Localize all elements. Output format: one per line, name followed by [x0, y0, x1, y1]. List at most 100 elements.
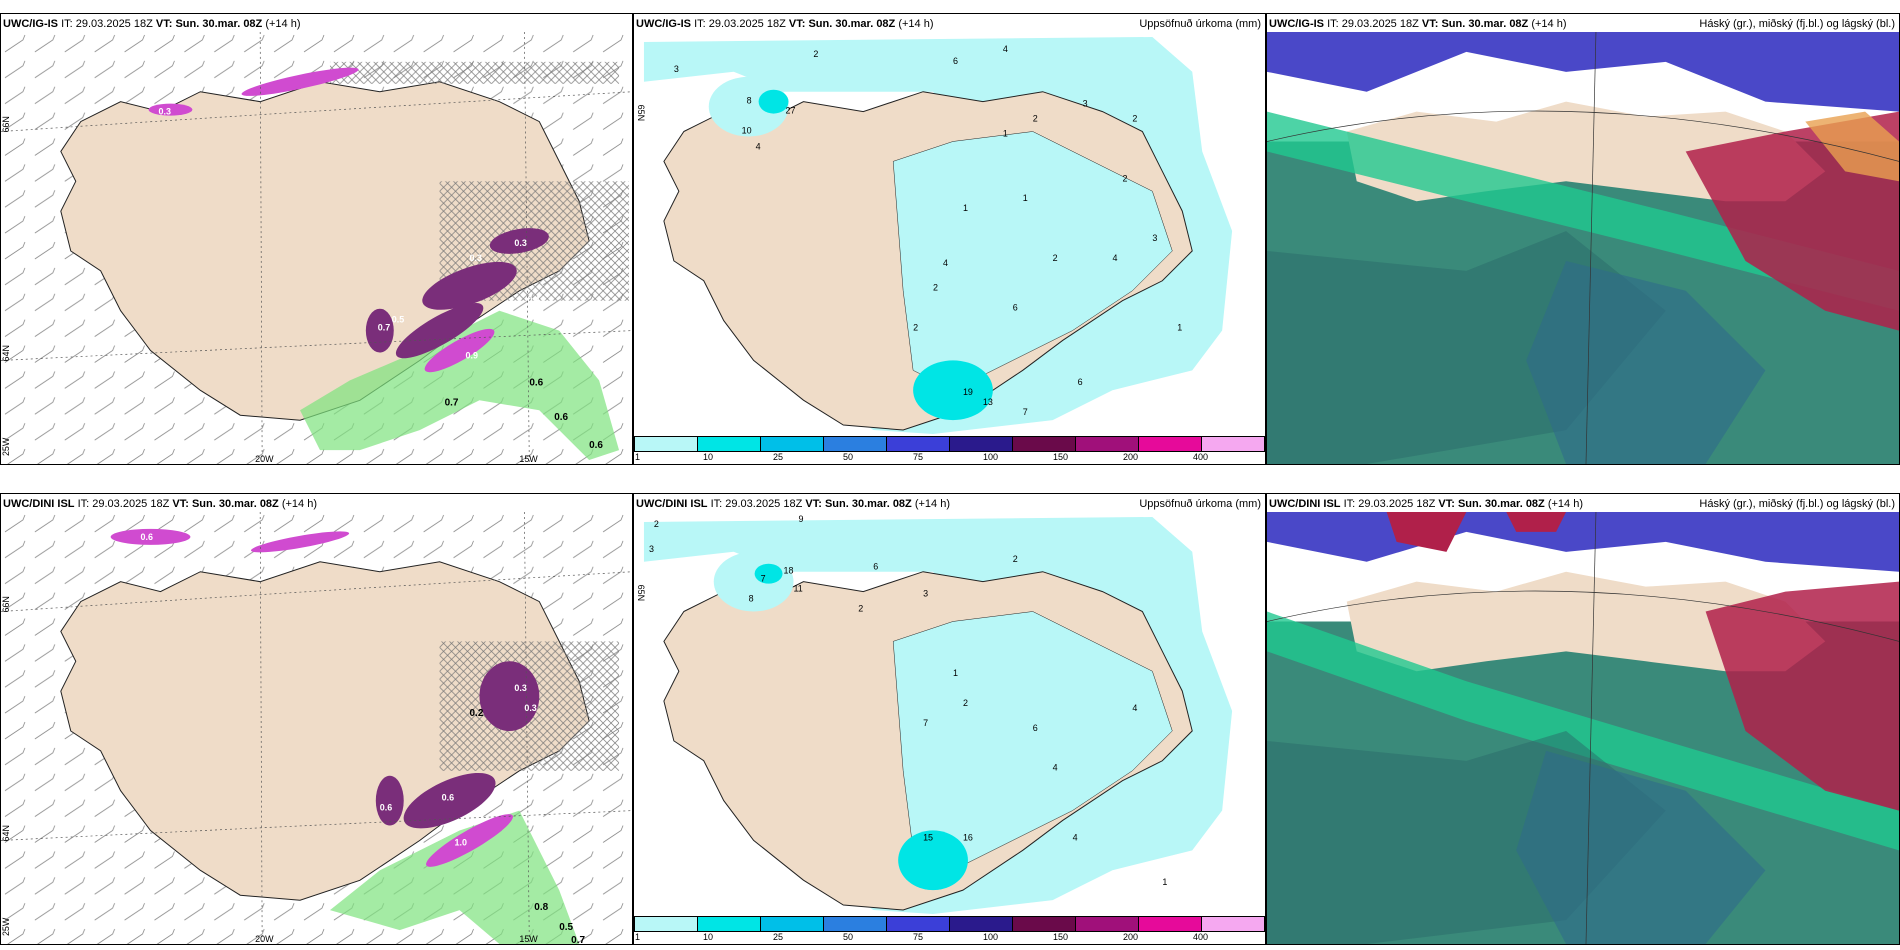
- svg-text:6: 6: [953, 56, 958, 66]
- svg-text:13: 13: [983, 397, 993, 407]
- precip-map[interactable]: 2 3 9 8 7 18 11 6 2 3 2 1 4 2 7 6 4 15 1…: [634, 512, 1265, 914]
- svg-text:4: 4: [1053, 763, 1058, 773]
- svg-text:2: 2: [913, 323, 918, 333]
- panel-wind-top: UWC/IG-IS IT: 29.03.2025 18Z VT: Sun. 30…: [0, 13, 633, 465]
- svg-text:1: 1: [953, 668, 958, 678]
- panel-header: UWC/DINI ISL IT: 29.03.2025 18Z VT: Sun.…: [1269, 498, 1895, 510]
- svg-text:0.3: 0.3: [524, 703, 536, 713]
- colorbar-swatch: [635, 437, 698, 451]
- svg-text:0.7: 0.7: [571, 935, 585, 944]
- cloud-map[interactable]: [1267, 32, 1899, 464]
- colorbar-swatch: [635, 917, 698, 931]
- svg-text:4: 4: [756, 141, 761, 151]
- panel-precip-top: UWC/IG-IS IT: 29.03.2025 18Z VT: Sun. 30…: [633, 13, 1266, 465]
- svg-text:2: 2: [1033, 114, 1038, 124]
- svg-text:64N: 64N: [1, 345, 11, 361]
- svg-text:11: 11: [793, 584, 802, 594]
- svg-text:20W: 20W: [255, 934, 274, 944]
- svg-text:9: 9: [798, 514, 803, 524]
- precip-labels: 3 2 6 4 8 27 10 4 1 2 3 2 2 1 1 2 4 2 3 …: [674, 44, 1182, 417]
- svg-text:0.3: 0.3: [514, 238, 526, 248]
- svg-text:25W: 25W: [1, 437, 11, 456]
- svg-text:0.6: 0.6: [554, 412, 568, 423]
- svg-text:6: 6: [873, 562, 878, 572]
- svg-text:0.6: 0.6: [589, 440, 603, 451]
- svg-text:6: 6: [1078, 377, 1083, 387]
- svg-text:0.6: 0.6: [380, 803, 392, 813]
- precip-map[interactable]: 3 2 6 4 8 27 10 4 1 2 3 2 2 1 1 2 4 2 3 …: [634, 32, 1265, 434]
- svg-text:0.5: 0.5: [392, 315, 404, 325]
- svg-text:0.3: 0.3: [159, 107, 171, 117]
- cloud-map[interactable]: [1267, 512, 1899, 944]
- svg-text:2: 2: [813, 49, 818, 59]
- panel-header: UWC/DINI ISL IT: 29.03.2025 18Z VT: Sun.…: [3, 498, 318, 510]
- panel-cloud-bottom: UWC/DINI ISL IT: 29.03.2025 18Z VT: Sun.…: [1266, 493, 1900, 945]
- colorbar-swatch: [1139, 437, 1202, 451]
- svg-text:15W: 15W: [519, 454, 538, 464]
- svg-text:3: 3: [1083, 99, 1088, 109]
- svg-text:7: 7: [1023, 407, 1028, 417]
- wind-labels: 0.6 0.3 0.2 0.3 0.6 0.6 1.0 0.8 0.5 0.7: [141, 532, 586, 944]
- svg-text:16: 16: [963, 832, 973, 842]
- svg-text:2: 2: [933, 283, 938, 293]
- wind-labels: 0.3 0.3 0.3 0.5 0.4 0.7 0.9 0.3 0.6 0.7 …: [159, 107, 604, 451]
- wind-map[interactable]: 0.6 0.3 0.2 0.3 0.6 0.6 1.0 0.8 0.5 0.7 …: [1, 512, 632, 944]
- svg-text:15: 15: [923, 832, 933, 842]
- svg-text:2: 2: [1053, 253, 1058, 263]
- colorbar-swatch: [1013, 917, 1076, 931]
- colorbar-swatch: [761, 437, 824, 451]
- svg-text:8: 8: [749, 594, 754, 604]
- colorbar-swatch: [698, 917, 761, 931]
- svg-text:0.4: 0.4: [527, 295, 539, 305]
- svg-text:3: 3: [923, 589, 928, 599]
- svg-text:0.8: 0.8: [534, 902, 548, 913]
- colorbar-swatch: [887, 437, 950, 451]
- svg-text:0.2: 0.2: [470, 708, 484, 719]
- svg-text:15W: 15W: [519, 934, 538, 944]
- colorbar-swatch: [698, 437, 761, 451]
- colorbar-swatch: [761, 917, 824, 931]
- svg-text:0.3: 0.3: [531, 308, 543, 318]
- iceland-landmass: [1346, 571, 1826, 672]
- colorbar-swatch: [1202, 437, 1264, 451]
- svg-text:4: 4: [1132, 703, 1137, 713]
- colorbar: 1 10 25 50 75 100 150 200 400: [634, 916, 1265, 942]
- panel-header: UWC/DINI ISL IT: 29.03.2025 18Z VT: Sun.…: [636, 498, 1261, 510]
- wind-map[interactable]: 0.3 0.3 0.3 0.5 0.4 0.7 0.9 0.3 0.6 0.7 …: [1, 32, 632, 464]
- svg-text:4: 4: [943, 258, 948, 268]
- svg-text:4: 4: [1003, 44, 1008, 54]
- panel-header: UWC/IG-IS IT: 29.03.2025 18Z VT: Sun. 30…: [636, 18, 1261, 30]
- colorbar-swatch: [1076, 917, 1139, 931]
- svg-text:0.6: 0.6: [442, 793, 454, 803]
- svg-text:3: 3: [649, 544, 654, 554]
- svg-text:65N: 65N: [636, 585, 646, 601]
- svg-text:4: 4: [1073, 832, 1078, 842]
- svg-text:1: 1: [1162, 877, 1167, 887]
- svg-text:0.6: 0.6: [529, 377, 543, 388]
- svg-text:2: 2: [963, 698, 968, 708]
- colorbar-swatch: [1202, 917, 1264, 931]
- svg-text:0.3: 0.3: [470, 253, 482, 263]
- svg-text:3: 3: [674, 64, 679, 74]
- colorbar-swatch: [824, 437, 887, 451]
- svg-text:0.7: 0.7: [378, 323, 390, 333]
- colorbar-swatch: [1076, 437, 1139, 451]
- colorbar-swatch: [1139, 917, 1202, 931]
- panel-header: UWC/IG-IS IT: 29.03.2025 18Z VT: Sun. 30…: [3, 18, 301, 30]
- colorbar-swatch: [887, 917, 950, 931]
- svg-text:8: 8: [747, 96, 752, 106]
- panel-precip-bottom: UWC/DINI ISL IT: 29.03.2025 18Z VT: Sun.…: [633, 493, 1266, 945]
- svg-text:2: 2: [858, 604, 863, 614]
- svg-text:2: 2: [1132, 114, 1137, 124]
- svg-text:1.0: 1.0: [455, 837, 467, 847]
- svg-text:2: 2: [654, 519, 659, 529]
- svg-text:20W: 20W: [255, 454, 274, 464]
- colorbar-swatch: [950, 437, 1013, 451]
- svg-text:27: 27: [786, 106, 796, 116]
- colorbar: 1 10 25 50 75 100 150 200 400: [634, 436, 1265, 462]
- svg-text:0.9: 0.9: [466, 350, 478, 360]
- svg-text:2: 2: [1013, 554, 1018, 564]
- svg-text:2: 2: [1122, 173, 1127, 183]
- svg-text:10: 10: [742, 126, 752, 136]
- colorbar-swatch: [1013, 437, 1076, 451]
